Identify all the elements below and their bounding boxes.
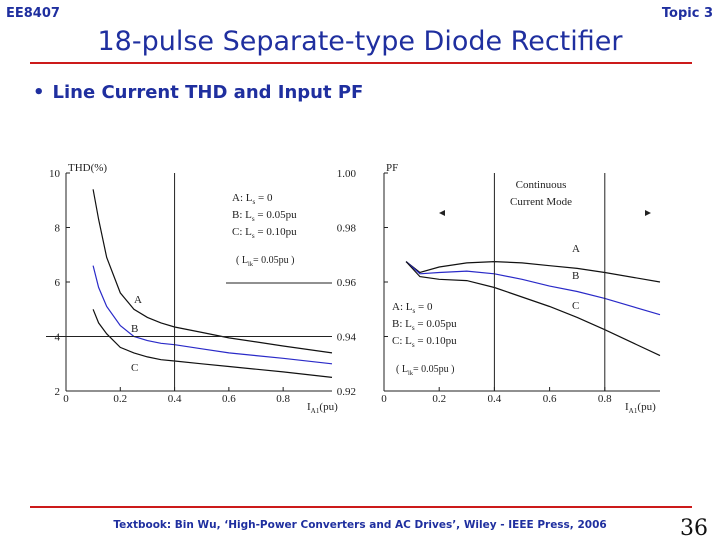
chart2-left-arrow-icon — [439, 210, 445, 216]
chart1-y-tick-label: 6 — [55, 277, 61, 289]
chart1-y-axis-label: THD(%) — [68, 162, 107, 174]
bullet-text: Line Current THD and Input PF — [52, 82, 364, 103]
chart1-series-b-line — [92, 265, 333, 365]
chart2-legend-c: C: Ls = 0.10pu — [392, 335, 457, 349]
chart2-x-tick-label: 0.8 — [598, 393, 612, 405]
chart1-x-axis-label: IA1(pu) — [307, 401, 338, 415]
bullet-item: • Line Current THD and Input PF — [33, 82, 363, 103]
chart2-y-tick-label: 0.92 — [337, 386, 356, 398]
chart2-note: ( Llk= 0.05pu ) — [396, 364, 455, 377]
chart1-x-tick-label: 0 — [63, 393, 69, 405]
chart2-label-a: A — [572, 243, 580, 255]
chart2-y-tick-label: 1.00 — [337, 168, 357, 180]
course-code: EE8407 — [6, 6, 60, 21]
chart1-x-tick-label: 0.4 — [168, 393, 182, 405]
chart2-label-b: B — [572, 270, 579, 282]
bullet-dot-icon: • — [33, 82, 45, 103]
chart1-legend-c: C: Ls = 0.10pu — [232, 226, 297, 240]
chart2-x-tick-label: 0.6 — [543, 393, 557, 405]
chart1-label-a: A — [134, 294, 142, 306]
chart2-region-label-line1: Continuous — [516, 179, 567, 191]
chart2-y-axis-label: PF — [386, 162, 398, 174]
chart2-x-axis-label: IA1(pu) — [625, 401, 656, 415]
title-divider — [30, 62, 692, 64]
footer-divider — [30, 506, 692, 508]
chart2-legend-a: A: Ls = 0 — [392, 301, 433, 315]
chart1-legend-a: A: Ls = 0 — [232, 192, 273, 206]
chart1-series-a-line — [92, 189, 333, 354]
chart2-series-c-line — [405, 261, 661, 357]
chart1-note: ( Llk= 0.05pu ) — [236, 255, 295, 268]
chart2-y-tick-label: 0.98 — [337, 223, 357, 235]
chart1-y-tick-label: 8 — [55, 223, 61, 235]
chart1-label-c: C — [131, 362, 138, 374]
textbook-citation: Textbook: Bin Wu, ‘High-Power Converters… — [113, 519, 607, 531]
topic-label: Topic 3 — [661, 6, 713, 21]
chart2-x-tick-label: 0 — [381, 393, 387, 405]
chart1-y-tick-label: 10 — [49, 168, 61, 180]
chart2-y-tick-label: 0.94 — [337, 332, 357, 344]
chart1-y-tick-label: 2 — [55, 386, 61, 398]
chart2-y-tick-label: 0.96 — [337, 277, 357, 289]
chart2-right-arrow-icon — [645, 210, 651, 216]
chart2-label-c: C — [572, 300, 579, 312]
chart2-x-tick-label: 0.4 — [488, 393, 502, 405]
chart1-x-tick-label: 0.2 — [113, 393, 127, 405]
chart1-y-tick-label: 4 — [55, 332, 61, 344]
chart1-x-tick-label: 0.6 — [222, 393, 236, 405]
chart1-series-c-line — [92, 309, 333, 378]
chart2-region-label-line2: Current Mode — [510, 196, 572, 208]
slide-title: 18-pulse Separate-type Diode Rectifier — [97, 26, 623, 57]
chart2-x-tick-label: 0.2 — [432, 393, 446, 405]
page-number: 36 — [680, 516, 708, 541]
chart2-series-a-line — [405, 260, 661, 283]
chart2-series-b-line — [405, 261, 661, 316]
chart2-legend-b: B: Ls = 0.05pu — [392, 318, 457, 332]
chart1-legend-b: B: Ls = 0.05pu — [232, 209, 297, 223]
chart1-x-tick-label: 0.8 — [276, 393, 290, 405]
chart1-label-b: B — [131, 323, 138, 335]
